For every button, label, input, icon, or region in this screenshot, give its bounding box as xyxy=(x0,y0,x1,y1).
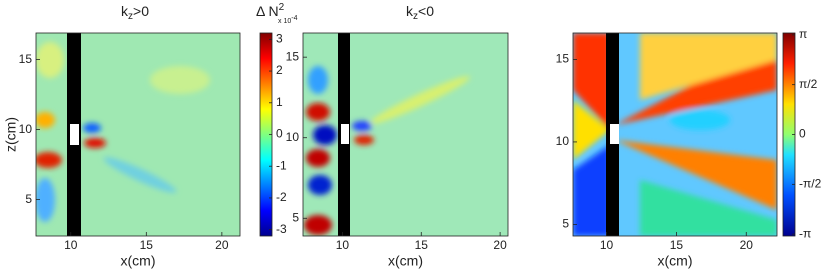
colorbar-tick-label: 2 xyxy=(276,63,283,77)
colorbar-tick-label: -1 xyxy=(276,158,287,172)
y-tick-label: 10 xyxy=(19,122,33,136)
colorbar-tick-label: 3 xyxy=(276,32,283,46)
colorbar-label-sup: 2 xyxy=(279,2,285,13)
title-base: k xyxy=(121,3,129,19)
colorbar-tick-label: -π xyxy=(799,226,811,240)
title-base: k xyxy=(406,3,414,19)
colorbar-tick-label: 1 xyxy=(276,95,283,109)
x-tick-label: 15 xyxy=(140,238,154,252)
colorbar-tick-label: 0 xyxy=(276,127,283,141)
plot-frame xyxy=(572,32,778,237)
title-sub: z xyxy=(128,11,133,22)
colorbar-label-text: Δ N xyxy=(256,3,279,19)
field xyxy=(573,33,777,236)
x-axis-label: x(cm) xyxy=(388,253,423,269)
x-tick-label: 10 xyxy=(600,238,614,252)
colorbar-scale-sup: -4 xyxy=(291,15,297,22)
colorbar-tick-label: -π/2 xyxy=(799,176,822,190)
colorbar-scale: x 10-4 xyxy=(278,15,298,25)
x-tick-label: 20 xyxy=(493,238,507,252)
colorbar-scale-text: x 10 xyxy=(278,18,291,25)
x-tick-label: 20 xyxy=(740,238,754,252)
x-tick-label: 20 xyxy=(215,238,229,252)
y-tick-label: 5 xyxy=(562,217,569,231)
x-tick-label: 15 xyxy=(415,238,429,252)
x-axis-label: x(cm) xyxy=(121,253,156,269)
x-tick-label: 10 xyxy=(336,238,350,252)
y-tick-label: 10 xyxy=(286,130,300,144)
panel-title: kz<0 xyxy=(406,3,434,22)
colorbar-tick-label: π/2 xyxy=(799,77,818,91)
x-axis-label: x(cm) xyxy=(658,253,693,269)
y-tick-label: 15 xyxy=(19,52,33,66)
title-sub: z xyxy=(413,11,418,22)
field xyxy=(303,33,508,236)
colorbar-tick-label: -3 xyxy=(276,222,287,236)
plot-frame xyxy=(302,32,509,237)
panel-title: kz>0 xyxy=(121,3,149,22)
colorbar-tick-label: π xyxy=(799,27,807,41)
colorbar-tick-label: -2 xyxy=(276,190,287,204)
colorbar-tick-label: 0 xyxy=(799,127,806,141)
title-rest: <0 xyxy=(418,3,434,19)
y-tick-label: 5 xyxy=(292,210,299,224)
y-tick-label: 15 xyxy=(556,52,570,66)
field xyxy=(36,33,240,236)
title-rest: >0 xyxy=(133,3,149,19)
x-tick-label: 10 xyxy=(64,238,78,252)
colorbar-label: Δ N2 xyxy=(256,2,285,19)
y-tick-label: 10 xyxy=(556,134,570,148)
y-tick-label: 5 xyxy=(25,192,32,206)
y-axis-label: z(cm) xyxy=(3,117,19,152)
plot-frame xyxy=(35,32,241,237)
y-tick-label: 15 xyxy=(286,49,300,63)
x-tick-label: 15 xyxy=(670,238,684,252)
